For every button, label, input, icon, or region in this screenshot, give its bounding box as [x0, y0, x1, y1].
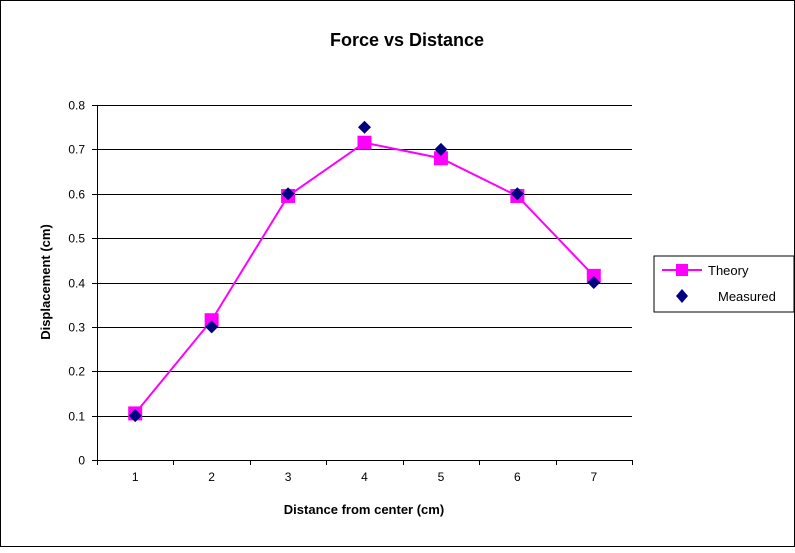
series-measured	[128, 120, 601, 423]
x-tick-labels: 1 2 3 4 5 6 7	[132, 470, 598, 484]
y-axis-label: Displacement (cm)	[38, 224, 53, 340]
point-measured-6	[510, 187, 524, 201]
x-tick-label-4: 5	[438, 470, 445, 484]
gridlines	[97, 105, 632, 417]
y-tick-label-6: 0.6	[68, 188, 85, 202]
axes	[92, 105, 633, 465]
y-tick-label-2: 0.2	[68, 365, 85, 379]
legend-theory-label: Theory	[708, 263, 749, 278]
legend-measured-marker	[676, 289, 688, 303]
y-tick-label-4: 0.4	[68, 277, 85, 291]
legend: Theory Measured	[653, 255, 795, 313]
point-measured-4	[358, 120, 371, 134]
legend-measured-label: Measured	[718, 289, 776, 304]
point-measured-7	[587, 276, 601, 289]
point-theory-7	[586, 268, 601, 283]
x-tick-label-5: 6	[514, 470, 521, 484]
y-tick-label-8: 0.8	[68, 99, 85, 113]
x-tick-label-0: 1	[132, 470, 139, 484]
y-tick-label-1: 0.1	[68, 410, 85, 424]
legend-theory-marker	[676, 264, 688, 276]
y-tick-label-3: 0.3	[68, 321, 85, 335]
point-measured-5	[434, 142, 448, 156]
y-tick-label-7: 0.7	[68, 143, 85, 157]
point-measured-3	[281, 187, 295, 201]
point-measured-1	[128, 409, 142, 423]
point-theory-2	[204, 313, 219, 328]
y-tick-labels: 0 0.1 0.2 0.3 0.4 0.5 0.6 0.7 0.8	[68, 99, 85, 468]
chart-title: Force vs Distance	[330, 30, 484, 50]
point-measured-2	[205, 320, 219, 334]
y-tick-label-5: 0.5	[68, 232, 85, 246]
x-axis-label: Distance from center (cm)	[284, 502, 444, 517]
x-tick-label-6: 7	[590, 470, 597, 484]
x-tick-label-1: 2	[208, 470, 215, 484]
series-layer	[128, 120, 601, 423]
point-theory-4	[357, 135, 372, 150]
x-tick-label-2: 3	[285, 470, 292, 484]
y-tick-label-0: 0	[78, 454, 85, 468]
point-theory-5	[433, 151, 448, 166]
x-tick-label-3: 4	[361, 470, 368, 484]
